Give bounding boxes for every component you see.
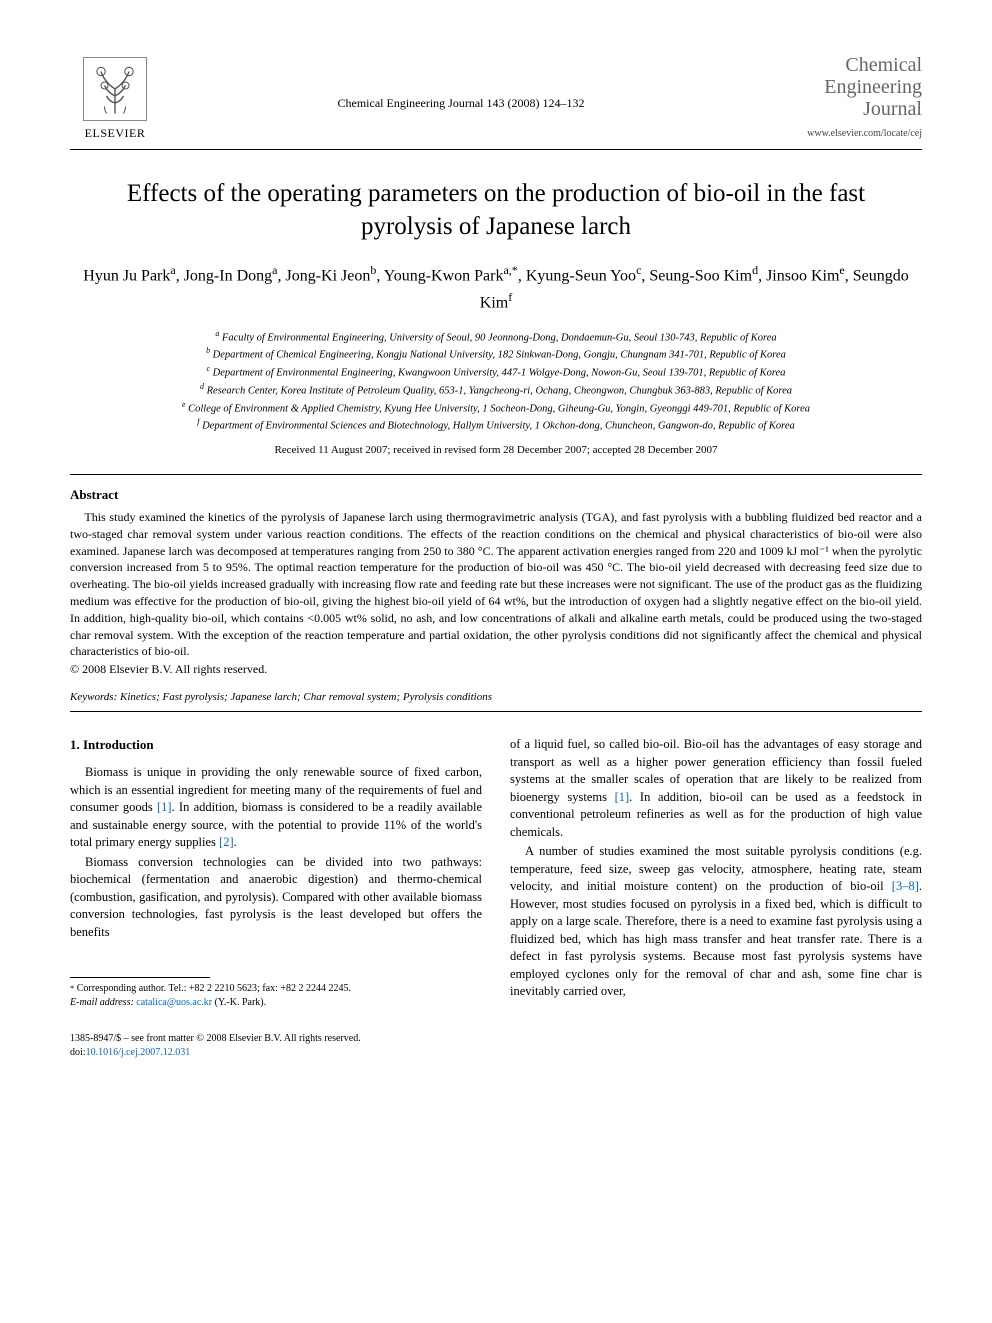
abstract-section: Abstract This study examined the kinetic… (70, 487, 922, 677)
publisher-name: ELSEVIER (85, 126, 146, 141)
authors: Hyun Ju Parka, Jong-In Donga, Jong-Ki Je… (70, 261, 922, 316)
elsevier-tree-icon (80, 54, 150, 124)
ref-link-1b[interactable]: [1] (615, 790, 630, 804)
journal-url[interactable]: www.elsevier.com/locate/cej (807, 128, 922, 139)
doi-link[interactable]: 10.1016/j.cej.2007.12.031 (86, 1047, 191, 1058)
footnote-email-tail: (Y.-K. Park). (215, 997, 266, 1008)
footnote-corr: Corresponding author. Tel.: +82 2 2210 5… (77, 983, 351, 994)
header-rule (70, 149, 922, 150)
article-dates: Received 11 August 2007; received in rev… (70, 444, 922, 456)
affiliation-b: b Department of Chemical Engineering, Ko… (70, 345, 922, 363)
abstract-copyright: © 2008 Elsevier B.V. All rights reserved… (70, 662, 922, 677)
keywords: Keywords: Kinetics; Fast pyrolysis; Japa… (70, 691, 922, 703)
journal-brand-line2: Engineering (824, 76, 922, 98)
journal-brand: Chemical Engineering Journal www.elsevie… (762, 54, 922, 139)
header: ELSEVIER Chemical Engineering Journal 14… (70, 54, 922, 141)
issn-line: 1385-8947/$ – see front matter © 2008 El… (70, 1032, 922, 1046)
intro-p1: Biomass is unique in providing the only … (70, 764, 482, 852)
corresponding-author-footnote: * Corresponding author. Tel.: +82 2 2210… (70, 982, 482, 1010)
right-column: of a liquid fuel, so called bio-oil. Bio… (510, 736, 922, 1010)
body-columns: 1. Introduction Biomass is unique in pro… (70, 736, 922, 1010)
doi-line: doi:10.1016/j.cej.2007.12.031 (70, 1046, 922, 1060)
affiliation-c: c Department of Environmental Engineerin… (70, 363, 922, 381)
ref-link-1[interactable]: [1] (157, 800, 172, 814)
affiliations: a Faculty of Environmental Engineering, … (70, 328, 922, 434)
abstract-bottom-rule (70, 711, 922, 712)
article-title: Effects of the operating parameters on t… (110, 178, 882, 243)
ref-link-2[interactable]: [2] (219, 835, 234, 849)
abstract-top-rule (70, 474, 922, 475)
footnote-email[interactable]: catalica@uos.ac.kr (136, 997, 212, 1008)
journal-reference-block: Chemical Engineering Journal 143 (2008) … (160, 54, 762, 112)
intro-p3: A number of studies examined the most su… (510, 843, 922, 1001)
bottom-meta: 1385-8947/$ – see front matter © 2008 El… (70, 1032, 922, 1059)
footnote-rule (70, 977, 210, 978)
intro-p2: Biomass conversion technologies can be d… (70, 854, 482, 942)
intro-p1-cont: of a liquid fuel, so called bio-oil. Bio… (510, 736, 922, 841)
journal-brand-line3: Journal (863, 98, 922, 120)
affiliation-d: d Research Center, Korea Institute of Pe… (70, 381, 922, 399)
keywords-label: Keywords: (70, 691, 117, 703)
affiliation-f: f Department of Environmental Sciences a… (70, 416, 922, 434)
left-column: 1. Introduction Biomass is unique in pro… (70, 736, 482, 1010)
ref-link-3-8[interactable]: [3–8] (892, 879, 919, 893)
journal-reference: Chemical Engineering Journal 143 (2008) … (338, 96, 585, 110)
affiliation-e: e College of Environment & Applied Chemi… (70, 399, 922, 417)
abstract-heading: Abstract (70, 487, 922, 503)
footnote-email-label: E-mail address: (70, 997, 134, 1008)
keywords-text: Kinetics; Fast pyrolysis; Japanese larch… (120, 691, 492, 703)
journal-brand-line1: Chemical (845, 54, 922, 76)
abstract-body: This study examined the kinetics of the … (70, 509, 922, 660)
publisher-logo-block: ELSEVIER (70, 54, 160, 141)
intro-heading: 1. Introduction (70, 736, 482, 754)
affiliation-a: a Faculty of Environmental Engineering, … (70, 328, 922, 346)
